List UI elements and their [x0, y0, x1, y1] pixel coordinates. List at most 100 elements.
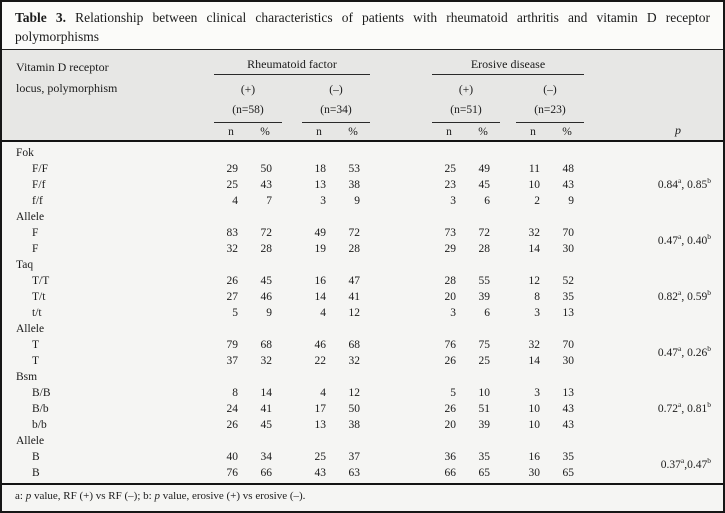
cell-value: 25 — [444, 163, 457, 175]
rf-negative-n: (n=34) — [320, 104, 352, 116]
section-rows: B/B 8 14 4 12 5 10 3 13 B/b 24 41 17 50 26 51 10 43 b/b 26 4… — [14, 385, 711, 433]
row-label: B/b — [32, 403, 49, 415]
section-label: Bsm — [16, 371, 38, 383]
cell-value: 9 — [266, 307, 272, 319]
cell-value: 45 — [260, 419, 273, 431]
cell-value: 12 — [528, 275, 541, 287]
section-rows: T 79 68 46 68 76 75 32 70 T 37 32 22 32 26 25 14 30 0.47a,… — [14, 337, 711, 369]
cell-value: 66 — [444, 467, 457, 479]
cell-value: 30 — [562, 355, 575, 367]
cell-value: 13 — [314, 419, 327, 431]
cell-value: 14 — [528, 243, 541, 255]
cell-value: 14 — [314, 291, 327, 303]
cell-value: 4 — [232, 195, 238, 207]
cell-value: 16 — [314, 275, 327, 287]
table-row: B 76 66 43 63 66 65 30 65 — [14, 465, 711, 481]
subcol-n: n — [228, 126, 234, 138]
cell-value: 76 — [226, 467, 239, 479]
cell-value: 72 — [260, 227, 273, 239]
section-header-row: Fok — [14, 145, 711, 161]
section-header-row: Bsm — [14, 369, 711, 385]
table-row: t/t 5 9 4 12 3 6 3 13 — [14, 305, 711, 321]
p-column-header: p — [675, 123, 681, 137]
cell-value: 7 — [266, 195, 272, 207]
table-section-allele: Allele B 40 34 25 37 36 35 16 35 B 76 66 43 63 66 65 30 65… — [14, 433, 711, 481]
p-value: 0.47a, 0.26b — [657, 344, 711, 359]
row-label: B — [32, 467, 40, 479]
table-section-fok: Fok F/F 29 50 18 53 25 49 11 48 F/f 25 43 13 38 23 45 10 4… — [14, 145, 711, 209]
table-section-bsm: Bsm B/B 8 14 4 12 5 10 3 13 B/b 24 41 17 50 26 51 10 43 b/b… — [14, 369, 711, 433]
cell-value: 72 — [348, 227, 361, 239]
cell-value: 23 — [444, 179, 457, 191]
table-footnote: a: p value, RF (+) vs RF (–); b: p value… — [2, 483, 723, 511]
subcol-n: n — [530, 126, 536, 138]
cell-value: 66 — [260, 467, 273, 479]
subcols-ed-positive: n% — [432, 122, 500, 138]
cell-value: 45 — [260, 275, 273, 287]
footnote-text: a: p value, RF (+) vs RF (–); b: p value… — [15, 490, 306, 502]
cell-value: 29 — [226, 163, 239, 175]
table-row: F/f 25 43 13 38 23 45 10 43 — [14, 177, 711, 193]
section-header-row: Allele — [14, 209, 711, 225]
cell-value: 19 — [314, 243, 327, 255]
cell-value: 30 — [528, 467, 541, 479]
cell-value: 36 — [444, 451, 457, 463]
table-row: F/F 29 50 18 53 25 49 11 48 — [14, 161, 711, 177]
cell-value: 30 — [562, 243, 575, 255]
cell-value: 55 — [478, 275, 491, 287]
row-label: B/B — [32, 387, 51, 399]
table-row: F 83 72 49 72 73 72 32 70 — [14, 225, 711, 241]
table-row: B 40 34 25 37 36 35 16 35 — [14, 449, 711, 465]
cell-value: 63 — [348, 467, 361, 479]
cell-value: 52 — [562, 275, 575, 287]
cell-value: 3 — [534, 307, 540, 319]
cell-value: 65 — [562, 467, 575, 479]
rf-positive-sign: (+) — [240, 84, 256, 96]
header-row-subcols: n% n% n% n% p — [14, 117, 711, 138]
cell-value: 20 — [444, 291, 457, 303]
table-header: Vitamin D receptor Rheumatoid factor Ero… — [2, 50, 723, 142]
cell-value: 39 — [478, 419, 491, 431]
cell-value: 6 — [484, 195, 490, 207]
row-label: b/b — [32, 419, 47, 431]
section-rows: F 83 72 49 72 73 72 32 70 F 32 28 19 28 29 28 14 30 0.47a,… — [14, 225, 711, 257]
cell-value: 65 — [478, 467, 491, 479]
cell-value: 83 — [226, 227, 239, 239]
cell-value: 9 — [568, 195, 574, 207]
table-section-allele: Allele F 83 72 49 72 73 72 32 70 F 32 28 19 28 29 28 14 30… — [14, 209, 711, 257]
cell-value: 32 — [260, 355, 273, 367]
table-caption: Relationship between clinical characteri… — [15, 10, 710, 44]
cell-value: 32 — [528, 339, 541, 351]
subcol-n: n — [316, 126, 322, 138]
cell-value: 3 — [450, 307, 456, 319]
group-rheumatoid-factor: Rheumatoid factor — [214, 57, 370, 75]
cell-value: 26 — [444, 355, 457, 367]
table-body: Fok F/F 29 50 18 53 25 49 11 48 F/f 25 43 13 38 23 45 10 4… — [2, 142, 723, 483]
section-rows: F/F 29 50 18 53 25 49 11 48 F/f 25 43 13 38 23 45 10 43 f/… — [14, 161, 711, 209]
section-label: Taq — [16, 259, 34, 271]
row-label: F — [32, 243, 39, 255]
table-title: Table 3. Relationship between clinical c… — [2, 2, 723, 50]
cell-value: 49 — [314, 227, 327, 239]
section-header-row: Allele — [14, 433, 711, 449]
subcols-rf-positive: n% — [214, 122, 282, 138]
row-label: f/f — [32, 195, 43, 207]
cell-value: 25 — [314, 451, 327, 463]
cell-value: 73 — [444, 227, 457, 239]
section-rows: B 40 34 25 37 36 35 16 35 B 76 66 43 63 66 65 30 65 0.37a,… — [14, 449, 711, 481]
cell-value: 13 — [562, 307, 575, 319]
cell-value: 10 — [528, 179, 541, 191]
subcol-pct: % — [478, 126, 488, 138]
cell-value: 3 — [450, 195, 456, 207]
section-label: Allele — [16, 435, 45, 447]
row-label: T/t — [32, 291, 46, 303]
cell-value: 68 — [260, 339, 273, 351]
p-value: 0.37a,0.47b — [660, 456, 711, 471]
subcols-ed-negative: n% — [516, 122, 584, 138]
row-label: t/t — [32, 307, 42, 319]
cell-value: 68 — [348, 339, 361, 351]
table-row: b/b 26 45 13 38 20 39 10 43 — [14, 417, 711, 433]
cell-value: 17 — [314, 403, 327, 415]
rf-negative-sign: (–) — [329, 84, 343, 96]
